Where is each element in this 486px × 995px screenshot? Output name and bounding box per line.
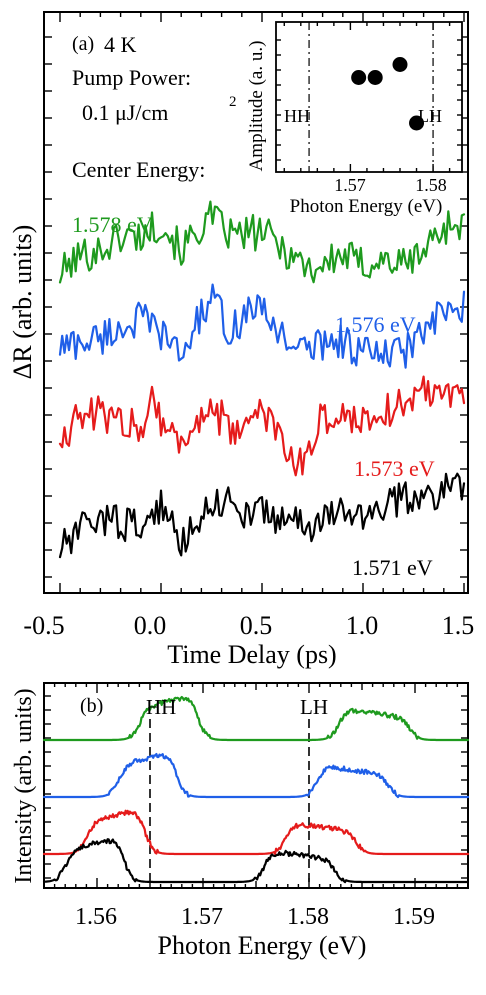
panel-b-ticks [43, 683, 469, 888]
series-label-1571: 1.571 eV [352, 555, 433, 580]
trace-1578 [58, 200, 466, 284]
a-xtick-label: 0.0 [134, 611, 167, 640]
b-xtick-label: 1.56 [75, 904, 117, 930]
inset-point [392, 57, 408, 72]
inset-point [367, 70, 383, 85]
panel-a-frame [43, 11, 469, 594]
inset-x-tick-label: 1.57 [334, 175, 366, 195]
panel-a: (a) 4 K Pump Power: 0.1 μJ/cm 2 Center E… [8, 11, 474, 669]
a-xtick-label: 1.5 [442, 611, 475, 640]
panel-b-traces [42, 695, 470, 884]
series-label-1576: 1.576 eV [335, 312, 416, 337]
panel-a-x-axis-label: Time Delay (ps) [167, 640, 336, 669]
panel-b-hh-label: HH [146, 695, 176, 719]
panel-a-x-tick-labels: -0.5 0.0 0.5 1.0 1.5 [23, 611, 474, 640]
panel-a-y-axis-label: ΔR (arb. units) [8, 225, 37, 380]
a-xtick-label: -0.5 [23, 611, 64, 640]
spectrum-1576 [42, 752, 470, 799]
a-xtick-label: 0.5 [240, 611, 273, 640]
inset-chart: HH LH 1.57 1.58 Photon Energy (eV) Ampli… [246, 21, 463, 217]
panel-a-label: (a) [72, 33, 94, 55]
inset-points [351, 57, 425, 131]
inset-hh-label: HH [284, 106, 310, 126]
pump-power-exponent: 2 [229, 94, 237, 110]
panel-a-ticks [44, 12, 468, 593]
inset-frame [275, 21, 463, 173]
series-label-1573: 1.573 eV [354, 456, 435, 481]
panel-b-x-axis-label: Photon Energy (eV) [158, 931, 367, 960]
panel-b-lh-label: LH [300, 695, 328, 719]
inset-x-tick-label: 1.58 [415, 175, 447, 195]
pump-power-value: 0.1 μJ/cm [82, 100, 168, 125]
pump-power-label: Pump Power: [72, 65, 191, 90]
panel-b-label: (b) [80, 695, 103, 717]
panel-b-x-tick-labels: 1.56 1.57 1.58 1.59 [75, 904, 435, 930]
b-xtick-label: 1.57 [181, 904, 223, 930]
panel-a-traces [58, 200, 466, 559]
spectrum-1573 [42, 809, 470, 856]
panel-b: (b) HH LH 1.56 1.57 1.58 1.59 Photon Ene… [11, 682, 470, 960]
trace-1571 [58, 472, 466, 559]
panel-b-frame [43, 682, 469, 889]
b-xtick-label: 1.59 [393, 904, 435, 930]
inset-point [409, 115, 425, 131]
inset-y-axis-label: Amplitude (a. u.) [246, 41, 267, 172]
inset-background [276, 22, 462, 172]
series-label-1578: 1.578 eV [72, 212, 153, 237]
panel-b-guides [149, 719, 310, 888]
trace-1573 [58, 375, 466, 477]
inset-point [351, 70, 367, 85]
inset-guides [308, 22, 434, 172]
center-energy-label: Center Energy: [72, 157, 205, 182]
b-xtick-label: 1.58 [287, 904, 329, 930]
a-xtick-label: 1.0 [346, 611, 379, 640]
spectrum-1578 [42, 695, 470, 742]
temperature-label: 4 K [104, 32, 137, 57]
trace-1576 [58, 283, 466, 369]
panel-b-y-axis-label: Intensity (arb. units) [11, 688, 37, 883]
spectrum-1571 [42, 838, 470, 884]
inset-lh-label: LH [418, 106, 442, 126]
inset-x-axis-label: Photon Energy (eV) [290, 196, 443, 217]
